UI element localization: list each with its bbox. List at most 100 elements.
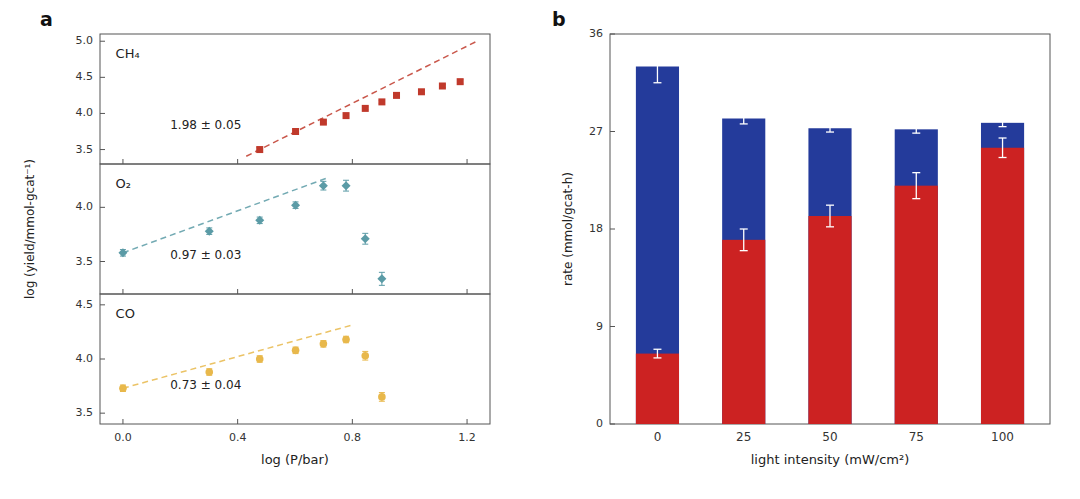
- x-tick-label: 25: [736, 430, 751, 444]
- point: [205, 368, 213, 376]
- y-tick: [100, 113, 105, 114]
- y-tick-label: 27: [589, 125, 603, 138]
- y-tick: [610, 424, 615, 425]
- point: [118, 248, 127, 257]
- plot-area: [118, 177, 386, 285]
- annotation: 0.97 ± 0.03: [170, 248, 241, 262]
- y-tick: [100, 207, 105, 208]
- y-tick: [100, 149, 105, 150]
- y-tick-label: 3.5: [76, 406, 94, 419]
- y-tick: [100, 359, 105, 360]
- y-tick-label: 0: [596, 417, 603, 430]
- y-tick: [100, 77, 105, 78]
- x-axis-label: log (P/bar): [261, 452, 329, 467]
- error-bar: [740, 113, 748, 124]
- bar: [808, 128, 851, 424]
- x-tick: [237, 419, 238, 424]
- bar: [981, 123, 1024, 424]
- point: [292, 347, 300, 355]
- error-bar: [912, 173, 920, 199]
- point: [256, 355, 264, 363]
- y-tick-label: 4.0: [76, 106, 94, 119]
- bar: [722, 240, 765, 424]
- chart: 3.54.04.55.0CH₄1.98 ± 0.05a3.54.0O₂0.97 …: [0, 0, 1080, 499]
- y-axis-label: log (yield/mmol-gcat⁻¹): [23, 159, 37, 299]
- y-tick: [610, 326, 615, 327]
- x-tick: [352, 289, 353, 294]
- x-tick-label: 1.2: [458, 431, 476, 444]
- bar: [895, 129, 938, 424]
- y-tick-label: 18: [589, 222, 603, 235]
- x-tick-label: 0: [654, 430, 662, 444]
- scatter-axes: 3.5 4.0 O₂ 0.97 ± 0.03 log (yield/mmol-gcat⁻…: [23, 159, 491, 299]
- annotation: O₂: [116, 176, 131, 191]
- y-tick-label: 4.0: [76, 200, 94, 213]
- panel-label: b: [552, 8, 566, 30]
- plot-frame: [100, 34, 490, 164]
- error-bar: [826, 205, 834, 227]
- error-bar: [362, 351, 368, 360]
- x-tick: [352, 159, 353, 164]
- x-tick-label: 100: [991, 430, 1014, 444]
- point: [291, 201, 300, 210]
- point: [205, 227, 214, 236]
- x-tick-label: 50: [822, 430, 837, 444]
- point: [342, 336, 350, 344]
- fit-line: [246, 42, 475, 156]
- bar: [636, 67, 679, 425]
- point: [320, 340, 328, 348]
- bar: [636, 354, 679, 424]
- point: [378, 98, 385, 105]
- plot-frame: [610, 34, 1050, 424]
- error-bar: [320, 341, 326, 348]
- fit-line: [123, 177, 329, 253]
- scatter-axes: 3.54.04.50.00.40.81.2CO0.73 ± 0.04log (P…: [76, 294, 491, 467]
- x-tick-label: 0.8: [344, 431, 362, 444]
- error-bar: [999, 119, 1007, 127]
- error-bar: [653, 50, 661, 83]
- x-tick: [237, 289, 238, 294]
- y-tick: [610, 131, 615, 132]
- point: [361, 352, 369, 360]
- error-bar: [740, 229, 748, 251]
- x-tick: [467, 419, 468, 424]
- error-bar: [826, 124, 834, 132]
- error-bar: [206, 369, 212, 376]
- y-tick: [100, 41, 105, 42]
- annotation: CO: [116, 306, 135, 321]
- x-tick: [237, 159, 238, 164]
- y-tick-label: 3.5: [76, 143, 94, 156]
- bar: [808, 216, 851, 424]
- point: [342, 181, 351, 190]
- x-tick: [467, 289, 468, 294]
- y-tick: [610, 229, 615, 230]
- point: [457, 78, 464, 85]
- plot-area: [636, 50, 1024, 424]
- x-tick: [467, 159, 468, 164]
- y-tick-label: 5.0: [76, 34, 94, 47]
- y-tick: [610, 34, 615, 35]
- plot-area: [246, 42, 475, 156]
- x-tick: [122, 289, 123, 294]
- error-bar: [912, 126, 920, 134]
- y-tick-label: 9: [596, 320, 603, 333]
- error-bar: [293, 347, 299, 354]
- error-bar: [257, 356, 263, 363]
- x-tick-label: 0.4: [229, 431, 247, 444]
- x-tick: [122, 159, 123, 164]
- point: [343, 112, 350, 119]
- annotation: CH₄: [116, 46, 140, 61]
- panel-label: a: [40, 8, 53, 30]
- error-bar: [343, 336, 349, 343]
- y-tick-label: 3.5: [76, 255, 94, 268]
- y-tick-label: 36: [589, 27, 603, 40]
- error-bar: [653, 349, 661, 358]
- y-tick: [100, 304, 105, 305]
- y-tick-label: 4.5: [76, 298, 94, 311]
- annotation: 0.73 ± 0.04: [170, 378, 241, 392]
- point: [418, 88, 425, 95]
- point: [362, 105, 369, 112]
- y-tick: [100, 413, 105, 414]
- plot-frame: [100, 164, 490, 294]
- y-tick-label: 4.0: [76, 352, 94, 365]
